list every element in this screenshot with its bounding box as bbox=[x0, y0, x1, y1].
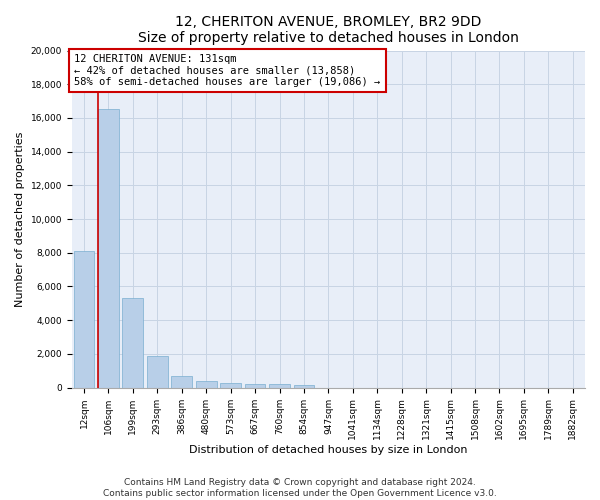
Bar bbox=[269, 384, 290, 388]
Text: 12 CHERITON AVENUE: 131sqm
← 42% of detached houses are smaller (13,858)
58% of : 12 CHERITON AVENUE: 131sqm ← 42% of deta… bbox=[74, 54, 380, 87]
Bar bbox=[122, 298, 143, 388]
Bar bbox=[196, 381, 217, 388]
Bar bbox=[147, 356, 168, 388]
Bar bbox=[293, 385, 314, 388]
X-axis label: Distribution of detached houses by size in London: Distribution of detached houses by size … bbox=[189, 445, 467, 455]
Bar bbox=[172, 376, 192, 388]
Bar bbox=[74, 251, 94, 388]
Bar bbox=[98, 108, 119, 388]
Text: Contains HM Land Registry data © Crown copyright and database right 2024.
Contai: Contains HM Land Registry data © Crown c… bbox=[103, 478, 497, 498]
Y-axis label: Number of detached properties: Number of detached properties bbox=[15, 132, 25, 307]
Title: 12, CHERITON AVENUE, BROMLEY, BR2 9DD
Size of property relative to detached hous: 12, CHERITON AVENUE, BROMLEY, BR2 9DD Si… bbox=[138, 15, 519, 45]
Bar bbox=[220, 383, 241, 388]
Bar bbox=[245, 384, 265, 388]
